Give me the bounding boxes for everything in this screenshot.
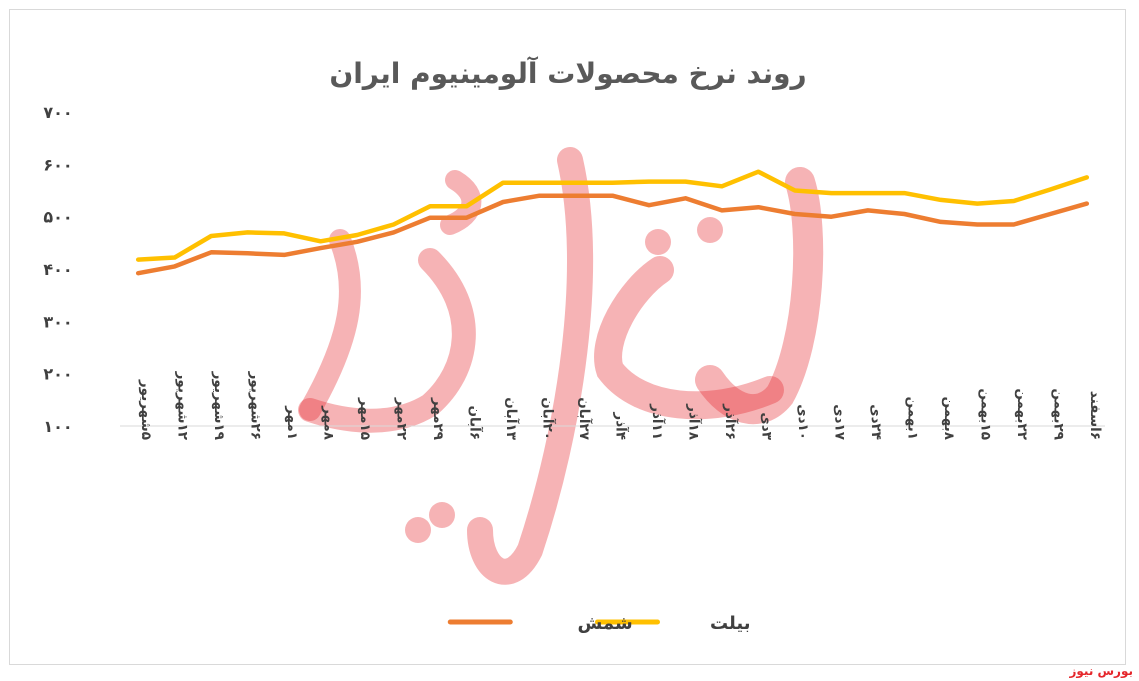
watermark-dot <box>697 217 723 243</box>
watermark-stroke <box>299 229 361 421</box>
line-chart: روند نرخ محصولات آلومینیوم ایران ۱۰۰ ۲۰۰ ۳… <box>43 56 1105 634</box>
y-axis-ticks: ۱۰۰ ۲۰۰ ۳۰۰ ۴۰۰ ۵۰۰ ۶۰۰ ۷۰۰ <box>43 103 72 436</box>
series-lines <box>135 169 1090 276</box>
x-tick-label: ۸بهمن <box>941 397 957 441</box>
x-tick-label: ۶آبان <box>467 405 484 440</box>
legend-label: شمش <box>577 613 632 634</box>
y-tick-label: ۳۰۰ <box>43 312 72 331</box>
x-tick-label: ۱۸آذر <box>685 403 702 441</box>
watermark-caption: بورس نیوز <box>1069 664 1133 678</box>
watermark-stroke <box>594 256 784 420</box>
watermark-stroke <box>467 147 593 585</box>
legend-label: بیلت <box>710 613 751 634</box>
x-tick-label: ۱۵بهمن <box>977 388 993 440</box>
x-tick-label: ۲۲بهمن <box>1014 388 1030 440</box>
x-tick-label: ۱۲شهریور <box>175 371 191 441</box>
x-tick-label: ۲۹مهر <box>430 397 446 440</box>
x-tick-label: ۴آذر <box>613 411 630 440</box>
chart-frame: روند نرخ محصولات آلومینیوم ایران ۱۰۰ ۲۰۰ ۳… <box>9 9 1126 665</box>
x-tick-label: ۲۲مهر <box>394 397 410 441</box>
watermark-logo <box>298 147 824 585</box>
x-axis-ticks: ۵شهریور ۱۲شهریور ۱۹شهریور ۲۶شهریور ۱مهر ۸مهر ۱… <box>138 371 1103 441</box>
series-line <box>135 169 1090 262</box>
x-tick-label: ۵شهریور <box>138 379 154 440</box>
x-tick-label: ۲۶شهریور <box>248 371 264 440</box>
x-tick-label: ۲۹بهمن <box>1050 388 1066 440</box>
y-tick-label: ۷۰۰ <box>43 103 72 122</box>
x-tick-label: ۱۱آذر <box>649 403 666 440</box>
x-tick-label: ۱۰دی <box>795 404 811 440</box>
watermark-dot <box>429 502 455 528</box>
x-tick-label: ۲۷آبان <box>576 397 593 441</box>
x-tick-label: ۲۴دی <box>868 404 884 440</box>
x-tick-label: ۱۳آبان <box>503 397 520 441</box>
y-tick-label: ۴۰۰ <box>43 260 72 279</box>
y-tick-label: ۲۰۰ <box>43 365 72 384</box>
x-tick-label: ۱بهمن <box>904 397 920 440</box>
watermark-dot <box>645 229 671 255</box>
x-tick-label: ۱۷دی <box>831 404 847 441</box>
x-tick-label: ۳دی <box>758 412 774 440</box>
x-tick-label: ۱مهر <box>284 405 300 440</box>
x-tick-label: ۲۰آبان <box>540 397 557 440</box>
chart-title: روند نرخ محصولات آلومینیوم ایران <box>329 56 806 90</box>
x-tick-label: ۱۹شهریور <box>211 371 227 440</box>
watermark-stroke <box>298 248 476 433</box>
watermark-stroke <box>695 167 824 425</box>
y-tick-label: ۶۰۰ <box>43 155 72 174</box>
x-tick-label: ۸مهر <box>321 405 337 441</box>
series-line <box>135 193 1090 276</box>
watermark-dot <box>405 517 431 543</box>
x-tick-label: ۶اسفند <box>1087 391 1103 440</box>
y-tick-label: ۵۰۰ <box>43 208 72 227</box>
x-tick-label: ۲۶آذر <box>722 403 739 440</box>
legend: بیلت شمش <box>447 613 751 634</box>
y-tick-label: ۱۰۰ <box>43 417 72 436</box>
x-tick-label: ۱۵مهر <box>357 397 373 440</box>
